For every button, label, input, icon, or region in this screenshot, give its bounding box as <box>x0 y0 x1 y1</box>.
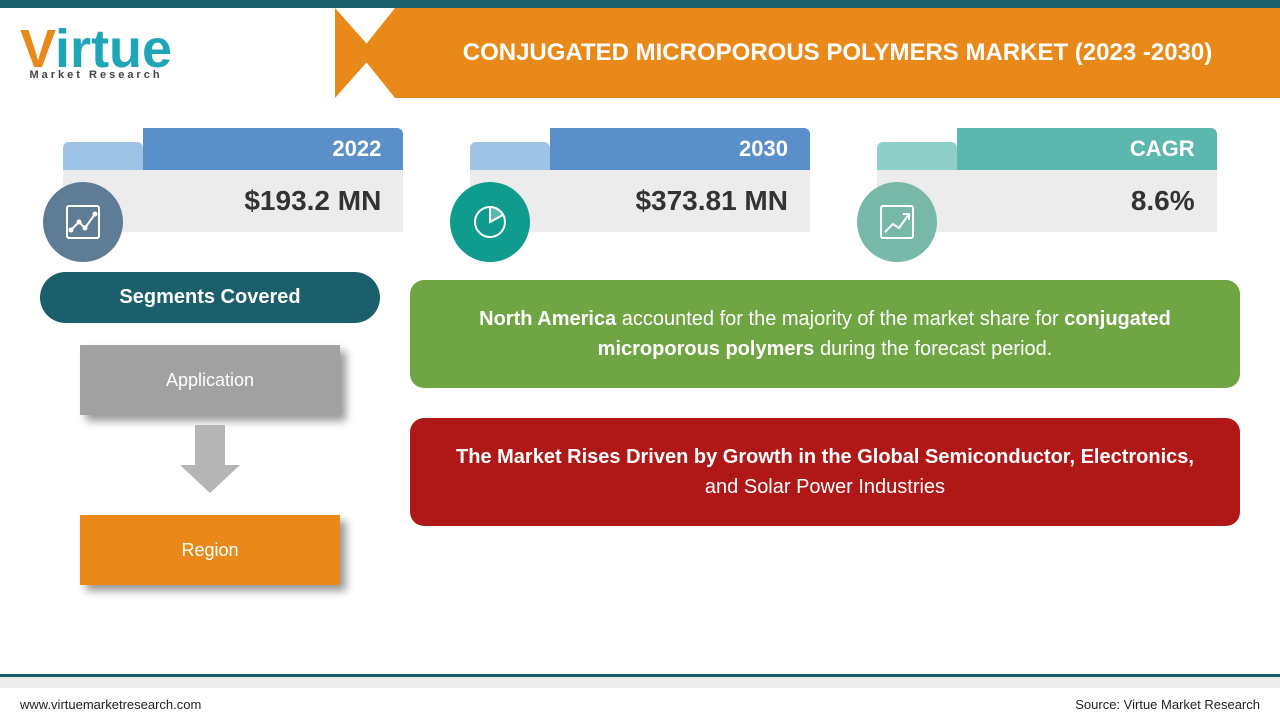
metric-tab-label: 2022 <box>143 128 403 170</box>
footer: www.virtuemarketresearch.com Source: Vir… <box>0 688 1280 720</box>
metric-card: 2022 $193.2 MN <box>63 128 403 232</box>
logo-main: Virtue <box>20 25 172 74</box>
down-arrow-icon <box>180 425 240 493</box>
top-accent-bar <box>0 0 1280 8</box>
segments-heading: Segments Covered <box>40 272 380 323</box>
lower-section: Segments Covered Application Region North… <box>0 242 1280 585</box>
logo-sub: Market Research <box>30 69 163 81</box>
segments-column: Segments Covered Application Region <box>40 272 380 585</box>
footer-url: www.virtuemarketresearch.com <box>20 697 201 712</box>
metric-tab-small <box>470 142 550 170</box>
metric-tab-small <box>877 142 957 170</box>
insight-box: The Market Rises Driven by Growth in the… <box>410 418 1240 526</box>
metric-card: CAGR 8.6% <box>877 128 1217 232</box>
page-title: CONJUGATED MICROPOROUS POLYMERS MARKET (… <box>395 8 1280 98</box>
metric-tab-label: 2030 <box>550 128 810 170</box>
pie-icon <box>450 182 530 262</box>
metric-card: 2030 $373.81 MN <box>470 128 810 232</box>
footer-source: Source: Virtue Market Research <box>1075 697 1260 712</box>
chart-line-icon <box>43 182 123 262</box>
header: Virtue Market Research CONJUGATED MICROP… <box>0 8 1280 98</box>
segment-box: Application <box>80 345 340 415</box>
growth-icon <box>857 182 937 262</box>
footer-divider <box>0 674 1280 688</box>
insight-box: North America accounted for the majority… <box>410 280 1240 388</box>
metric-tab-small <box>63 142 143 170</box>
metrics-row: 2022 $193.2 MN 2030 $373.81 MN CAGR 8.6% <box>0 98 1280 242</box>
insights-column: North America accounted for the majority… <box>410 272 1240 585</box>
logo: Virtue Market Research <box>0 8 340 98</box>
segment-box: Region <box>80 515 340 585</box>
metric-tab-label: CAGR <box>957 128 1217 170</box>
